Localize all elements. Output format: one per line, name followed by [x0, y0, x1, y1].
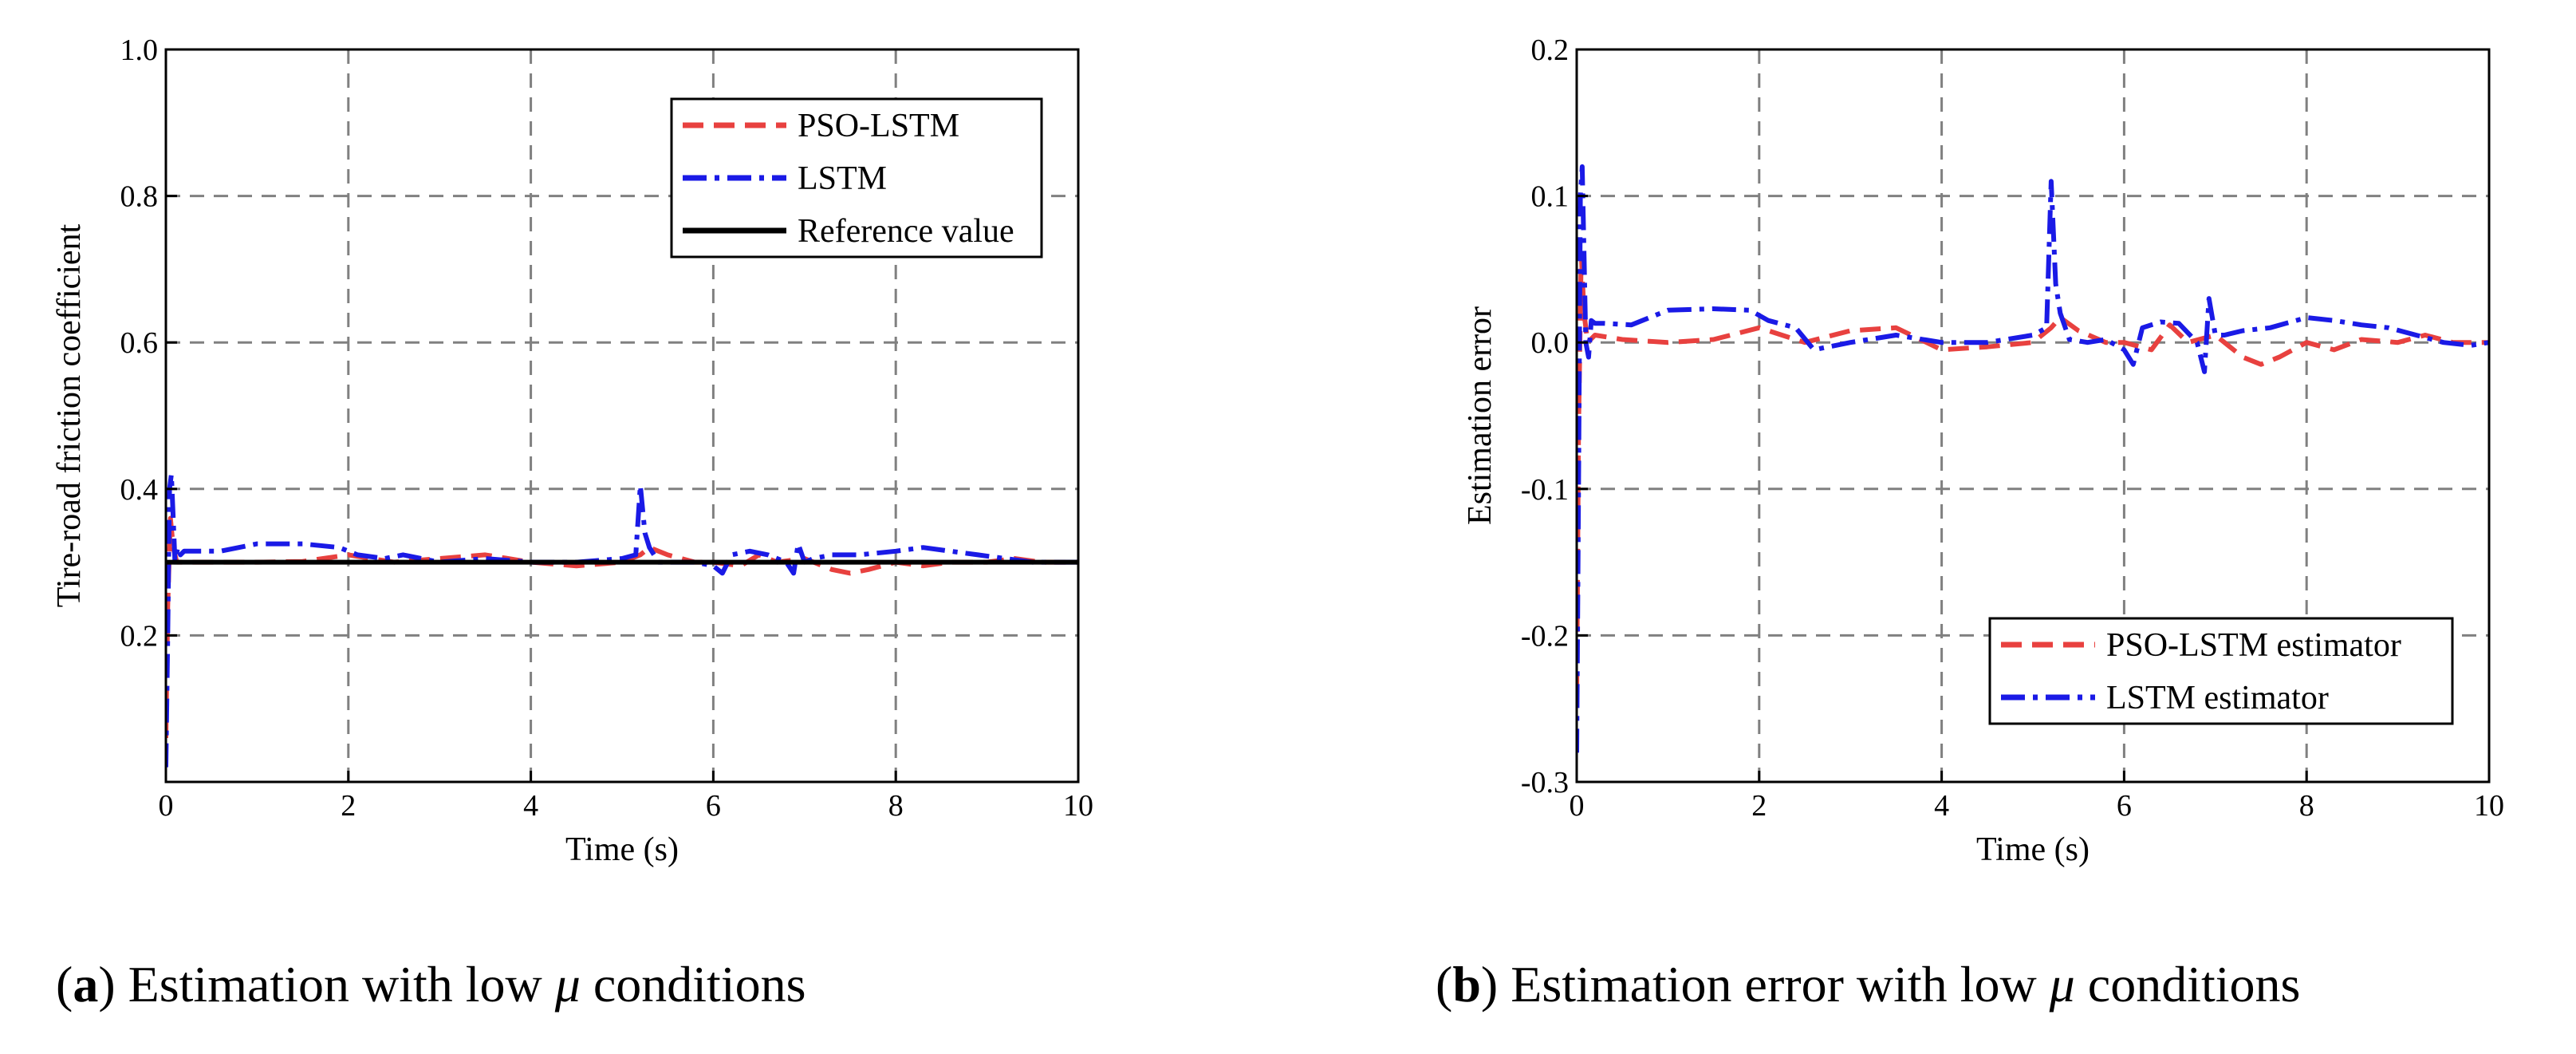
chart-b-series-pso-lstm-estimator — [1577, 252, 2489, 694]
chart-a-y-tick-label: 0.8 — [120, 180, 159, 214]
chart-b-axes-frame — [1575, 48, 2491, 784]
chart-b-x-tick-label: 6 — [2117, 789, 2132, 823]
chart-b-series-lstm-estimator — [1577, 164, 2489, 753]
chart-a-y-tick-label: 0.2 — [120, 619, 159, 653]
chart-a-x-tick-label: 10 — [1063, 789, 1093, 823]
chart-b-y-tick-label: -0.1 — [1521, 473, 1569, 507]
chart-a-x-tick-label: 8 — [888, 789, 904, 823]
caption-a-letter: a — [73, 956, 98, 1013]
chart-b-x-tick-label: 0 — [1570, 789, 1585, 823]
chart-b: 0 2 4 6 8 10 -0.3 -0.2 -0.1 0.0 0.1 0.2 Time (s) Esti… — [1462, 34, 2504, 868]
caption-b-text: Estimation error with low — [1498, 956, 2049, 1013]
chart-a-legend-label: Reference value — [798, 213, 1014, 250]
chart-a-y-axis-label: Tire-road friction coefficient — [51, 223, 88, 607]
chart-a-legend-label: LSTM — [798, 160, 887, 197]
chart-a-y-tick-label: 0.6 — [120, 326, 159, 360]
caption-a-text: Estimation with low — [116, 956, 555, 1013]
chart-a-x-tick-label: 0 — [159, 789, 174, 823]
caption-b: (b) Estimation error with low μ conditio… — [1436, 956, 2300, 1013]
chart-b-y-tick-label: 0.2 — [1531, 34, 1570, 67]
chart-b-x-axis-label: Time (s) — [1976, 831, 2090, 868]
chart-b-legend-box — [1988, 617, 2454, 725]
chart-a-x-tick-label: 2 — [341, 789, 356, 823]
chart-b-y-tick-label: -0.2 — [1521, 619, 1569, 653]
chart-b-x-tick-label: 2 — [1751, 789, 1767, 823]
caption-b-letter: b — [1452, 956, 1481, 1013]
chart-a-series-lstm — [166, 472, 1078, 768]
caption-b-symbol: μ — [2049, 956, 2075, 1013]
chart-a: 0 2 4 6 8 10 0.2 0.4 0.6 0.8 1.0 Time (s) Tire-road … — [51, 34, 1093, 868]
chart-b-x-tick-label: 4 — [1934, 789, 1949, 823]
chart-b-y-tick-label: -0.3 — [1521, 766, 1569, 799]
caption-a-symbol: μ — [554, 956, 581, 1013]
chart-a-x-tick-label: 4 — [523, 789, 538, 823]
chart-a-x-axis-label: Time (s) — [565, 831, 679, 868]
caption-b-tail: conditions — [2075, 956, 2301, 1013]
caption-a: (a) Estimation with low μ conditions — [56, 956, 806, 1013]
chart-b-y-tick-label: 0.0 — [1531, 326, 1570, 360]
caption-a-tail: conditions — [581, 956, 806, 1013]
chart-b-legend-label: LSTM estimator — [2106, 680, 2329, 716]
chart-b-x-tick-label: 8 — [2299, 789, 2314, 823]
chart-a-y-tick-label: 0.4 — [120, 473, 159, 507]
chart-a-axes-frame — [164, 48, 1080, 784]
chart-a-y-tick-label: 1.0 — [120, 34, 159, 67]
chart-b-y-tick-label: 0.1 — [1531, 180, 1570, 214]
chart-a-x-tick-label: 6 — [706, 789, 721, 823]
chart-b-legend-label: PSO-LSTM estimator — [2106, 627, 2401, 664]
chart-b-x-tick-label: 10 — [2474, 789, 2504, 823]
chart-b-y-axis-label: Estimation error — [1462, 306, 1499, 525]
chart-a-legend-label: PSO-LSTM — [798, 108, 959, 144]
